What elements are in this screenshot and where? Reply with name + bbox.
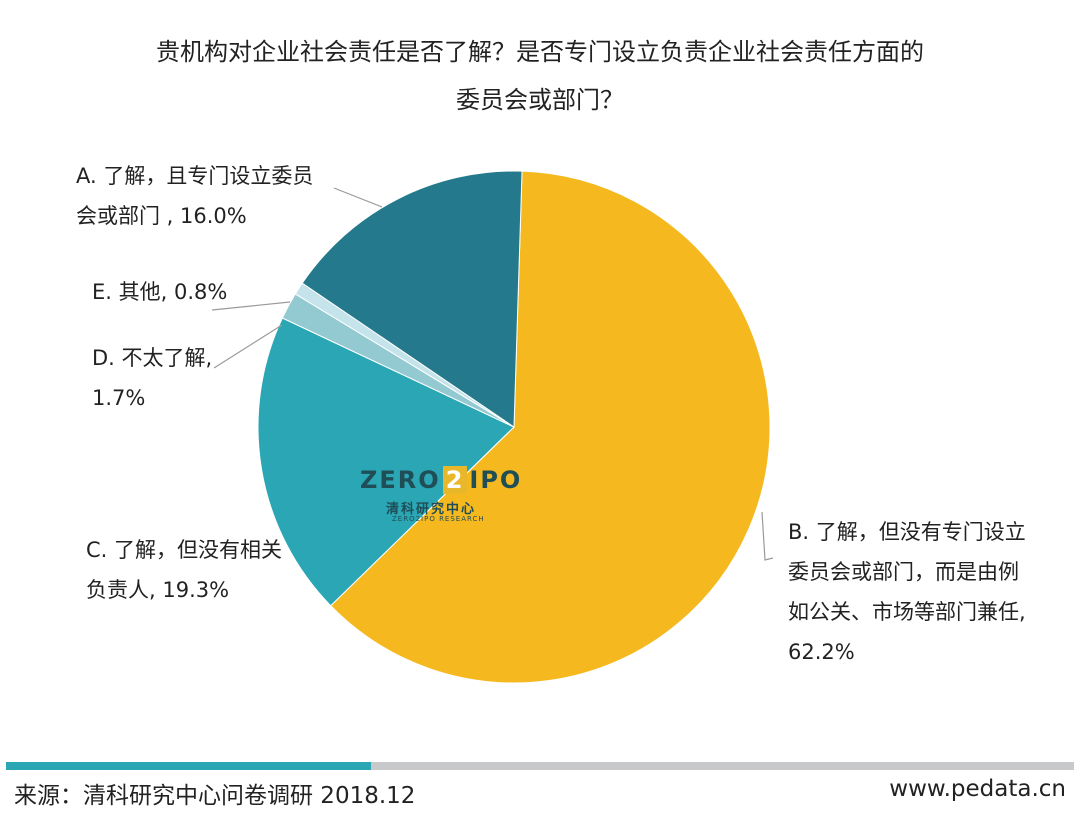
label-slice-c: C. 了解，但没有相关 负责人, 19.3% bbox=[86, 530, 282, 610]
label-slice-c-line-2: 负责人, 19.3% bbox=[86, 578, 230, 602]
label-slice-b-line-1: B. 了解，但没有专门设立 bbox=[788, 520, 1026, 544]
label-slice-b: B. 了解，但没有专门设立 委员会或部门，而是由例 如公关、市场等部门兼任, 6… bbox=[788, 512, 1026, 672]
watermark-brand-right: IPO bbox=[469, 466, 523, 494]
pie-slice-a bbox=[301, 170, 523, 428]
pie-slice-c bbox=[257, 317, 515, 607]
footer-source: 来源：清科研究中心问卷调研 2018.12 bbox=[14, 783, 416, 809]
watermark-brand-box: 2 bbox=[442, 466, 468, 494]
footer-bar-accent bbox=[6, 762, 371, 770]
label-slice-a-line-2: 会或部门 , 16.0% bbox=[76, 204, 247, 228]
label-slice-e: E. 其他, 0.8% bbox=[92, 272, 227, 312]
chart-title-line-2: 委员会或部门？ bbox=[456, 86, 624, 114]
label-slice-a-line-1: A. 了解，且专门设立委员 bbox=[76, 164, 314, 188]
label-slice-b-line-4: 62.2% bbox=[788, 640, 855, 664]
label-slice-d-line-2: 1.7% bbox=[92, 386, 146, 410]
watermark-cn: 清科研究中心 bbox=[386, 502, 477, 517]
label-slice-d: D. 不太了解, 1.7% bbox=[92, 338, 212, 418]
label-slice-e-line-1: E. 其他, 0.8% bbox=[92, 280, 228, 304]
watermark-sub: ZERO2IPO RESEARCH bbox=[392, 515, 485, 523]
label-slice-a: A. 了解，且专门设立委员 会或部门 , 16.0% bbox=[76, 156, 313, 236]
watermark-logo: ZERO 2 IPO bbox=[360, 466, 522, 494]
footer-bar-gray bbox=[371, 762, 1074, 770]
chart-title-line-1: 贵机构对企业社会责任是否了解？是否专门设立负责企业社会责任方面的 bbox=[156, 38, 924, 66]
label-slice-c-line-1: C. 了解，但没有相关 bbox=[86, 538, 283, 562]
watermark-brand-left: ZERO bbox=[360, 466, 441, 494]
footer-url: www.pedata.cn bbox=[889, 776, 1066, 802]
leader-line-a bbox=[333, 187, 383, 208]
leader-line-e bbox=[211, 301, 291, 311]
label-slice-b-line-3: 如公关、市场等部门兼任, bbox=[788, 600, 1026, 624]
pie-slice-b bbox=[330, 170, 771, 684]
leader-line-d bbox=[213, 324, 283, 369]
label-slice-d-line-1: D. 不太了解, bbox=[92, 346, 213, 370]
label-slice-b-line-2: 委员会或部门，而是由例 bbox=[788, 560, 1019, 584]
leader-line-b bbox=[761, 511, 774, 561]
